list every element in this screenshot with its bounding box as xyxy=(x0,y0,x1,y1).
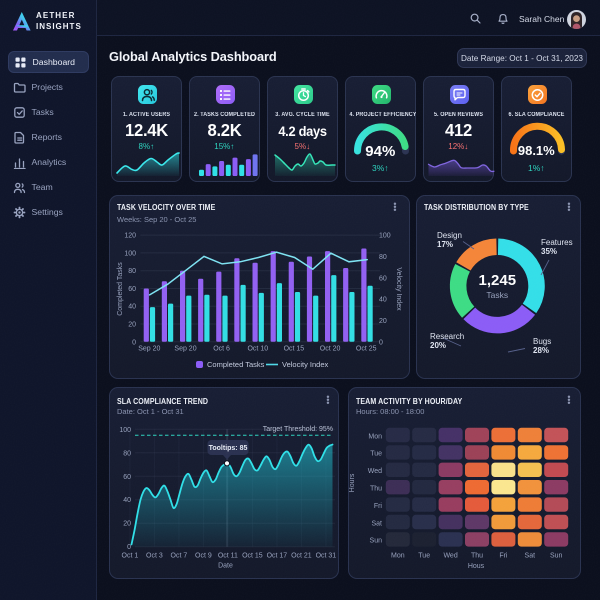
svg-text:Oct 17: Oct 17 xyxy=(266,552,287,559)
svg-text:Velocity Index: Velocity Index xyxy=(282,360,329,369)
svg-text:Target Threshold: 95%: Target Threshold: 95% xyxy=(262,426,332,433)
svg-text:60: 60 xyxy=(123,473,131,480)
svg-text:Completed Tasks: Completed Tasks xyxy=(207,360,265,369)
svg-text:Oct 15: Oct 15 xyxy=(242,552,263,559)
svg-text:Sep 20: Sep 20 xyxy=(174,345,196,352)
svg-text:20: 20 xyxy=(123,520,131,527)
svg-text:Thu: Thu xyxy=(470,552,482,559)
svg-text:Mon: Mon xyxy=(390,552,404,559)
svg-text:Wed: Wed xyxy=(443,552,457,559)
svg-text:Sun: Sun xyxy=(549,552,562,559)
svg-text:0: 0 xyxy=(132,339,136,346)
svg-text:Oct 1: Oct 1 xyxy=(121,552,138,559)
svg-text:80: 80 xyxy=(379,253,387,260)
svg-text:60: 60 xyxy=(128,286,136,293)
svg-text:60: 60 xyxy=(379,275,387,282)
svg-text:40: 40 xyxy=(123,497,131,504)
svg-text:Date: Date xyxy=(218,562,233,569)
svg-text:Oct 6: Oct 6 xyxy=(213,345,230,352)
svg-text:Oct 9: Oct 9 xyxy=(195,552,212,559)
svg-text:80: 80 xyxy=(123,450,131,457)
svg-text:Oct 21: Oct 21 xyxy=(291,552,312,559)
svg-text:Sun: Sun xyxy=(369,537,382,544)
svg-text:100: 100 xyxy=(119,426,131,433)
svg-text:Oct 10: Oct 10 xyxy=(247,345,268,352)
svg-text:Sat: Sat xyxy=(371,520,382,527)
svg-text:Tasks: Tasks xyxy=(486,290,508,300)
svg-text:0: 0 xyxy=(379,339,383,346)
svg-text:Oct 20: Oct 20 xyxy=(319,345,340,352)
svg-text:Fri: Fri xyxy=(499,552,508,559)
svg-text:Hours: Hours xyxy=(349,473,356,492)
svg-text:100: 100 xyxy=(379,232,391,239)
svg-text:40: 40 xyxy=(128,303,136,310)
svg-text:Oct 7: Oct 7 xyxy=(170,552,187,559)
svg-text:Thu: Thu xyxy=(369,485,381,492)
svg-text:Oct 3: Oct 3 xyxy=(146,552,163,559)
svg-text:1,245: 1,245 xyxy=(478,272,516,289)
svg-text:20: 20 xyxy=(379,318,387,325)
svg-text:0: 0 xyxy=(127,544,131,551)
svg-text:20: 20 xyxy=(128,321,136,328)
svg-text:Wed: Wed xyxy=(367,468,381,475)
svg-text:40: 40 xyxy=(379,296,387,303)
svg-text:Sat: Sat xyxy=(524,552,535,559)
svg-text:Oct 31: Oct 31 xyxy=(315,552,336,559)
svg-text:100: 100 xyxy=(124,250,136,257)
svg-text:Tue: Tue xyxy=(418,552,430,559)
svg-text:Velocity Index: Velocity Index xyxy=(395,267,402,311)
svg-text:Sep 20: Sep 20 xyxy=(138,345,160,352)
svg-text:Oct 15: Oct 15 xyxy=(283,345,304,352)
svg-text:Oct 11: Oct 11 xyxy=(217,552,237,559)
svg-text:Hous: Hous xyxy=(467,563,484,570)
svg-text:Completed Tasks: Completed Tasks xyxy=(117,261,124,315)
svg-text:80: 80 xyxy=(128,268,136,275)
svg-text:Tooltips: 85: Tooltips: 85 xyxy=(208,445,247,452)
svg-text:Fri: Fri xyxy=(373,502,382,509)
svg-text:Mon: Mon xyxy=(368,433,382,440)
svg-text:Tue: Tue xyxy=(370,450,382,457)
svg-text:Oct 25: Oct 25 xyxy=(355,345,376,352)
svg-text:120: 120 xyxy=(124,232,136,239)
